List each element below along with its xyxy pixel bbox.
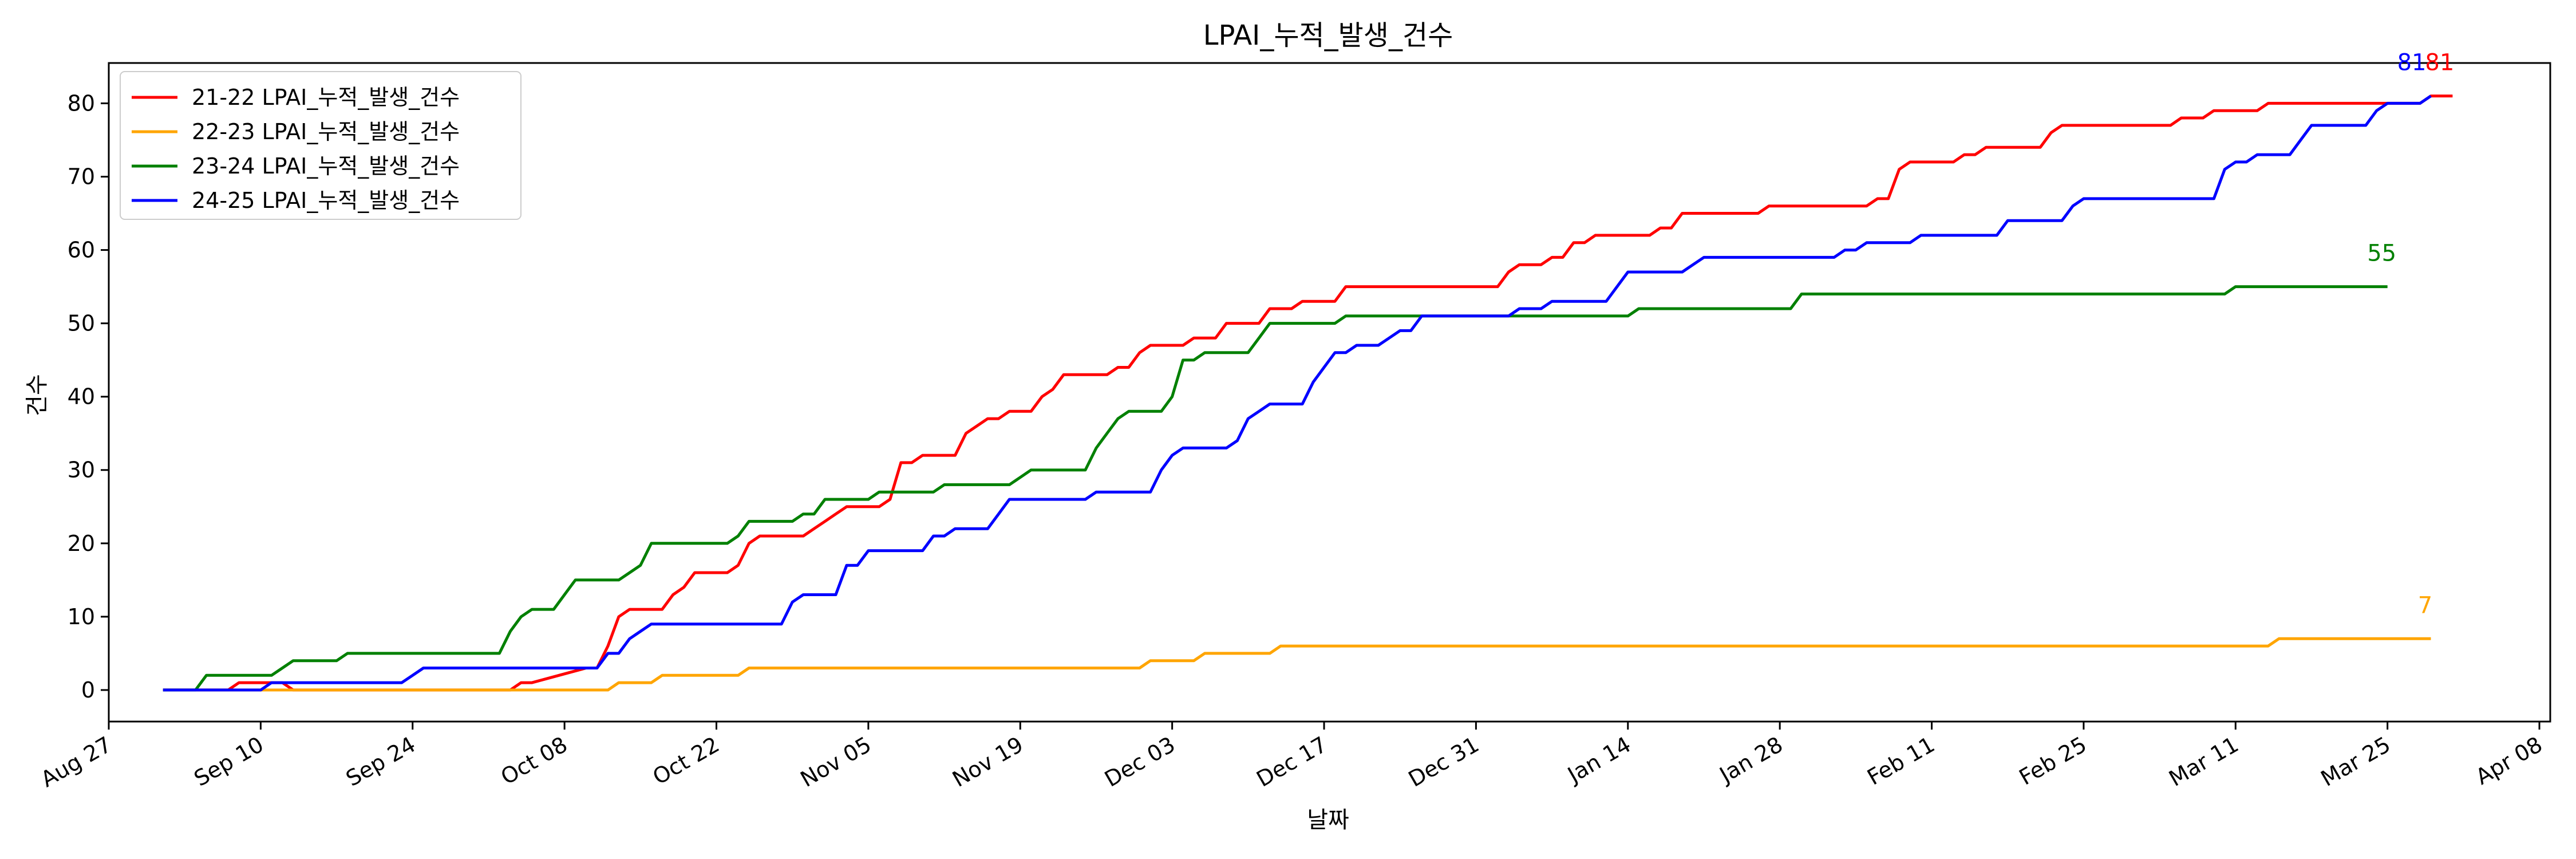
y-tick-label: 10 [68, 604, 95, 629]
series-line-22-23 [163, 637, 2431, 692]
y-tick-label: 60 [68, 238, 95, 263]
plot-frame [108, 62, 2551, 723]
legend-label: 22-23 LPAI_누적_발생_건수 [192, 119, 460, 144]
y-tick-label: 40 [68, 384, 95, 409]
y-tick-label: 80 [68, 90, 95, 116]
series-end-label: 81 [2425, 50, 2454, 76]
y-tick-label: 50 [68, 311, 95, 336]
end-labels: 81 7 55 81 [2367, 50, 2454, 619]
series-end-label: 7 [2418, 592, 2432, 618]
series-end-label: 55 [2367, 241, 2396, 267]
series-end-label: 81 [2397, 50, 2427, 76]
series-group [163, 94, 2453, 692]
y-tick-label: 0 [81, 677, 95, 703]
y-axis-label: 건수 [24, 374, 50, 416]
legend-label: 23-24 LPAI_누적_발생_건수 [192, 153, 460, 179]
legend-box [120, 71, 521, 220]
series-line-24-25 [163, 94, 2432, 692]
legend-label: 21-22 LPAI_누적_발생_건수 [192, 85, 460, 110]
legend: 21-22 LPAI_누적_발생_건수 22-23 LPAI_누적_발생_건수 23… [120, 71, 521, 220]
series-line-23-24 [163, 285, 2388, 692]
y-tick-label: 30 [68, 458, 95, 483]
y-axis: 0 10 20 30 40 50 60 70 80 [68, 90, 109, 703]
y-tick-label: 20 [68, 531, 95, 556]
chart-title: LPAI_누적_발생_건수 [1203, 19, 1453, 52]
series-line-21-22 [163, 94, 2453, 692]
legend-label: 24-25 LPAI_누적_발생_건수 [192, 188, 460, 213]
y-tick-label: 70 [68, 164, 95, 189]
x-axis-label: 날짜 [1307, 807, 1349, 833]
